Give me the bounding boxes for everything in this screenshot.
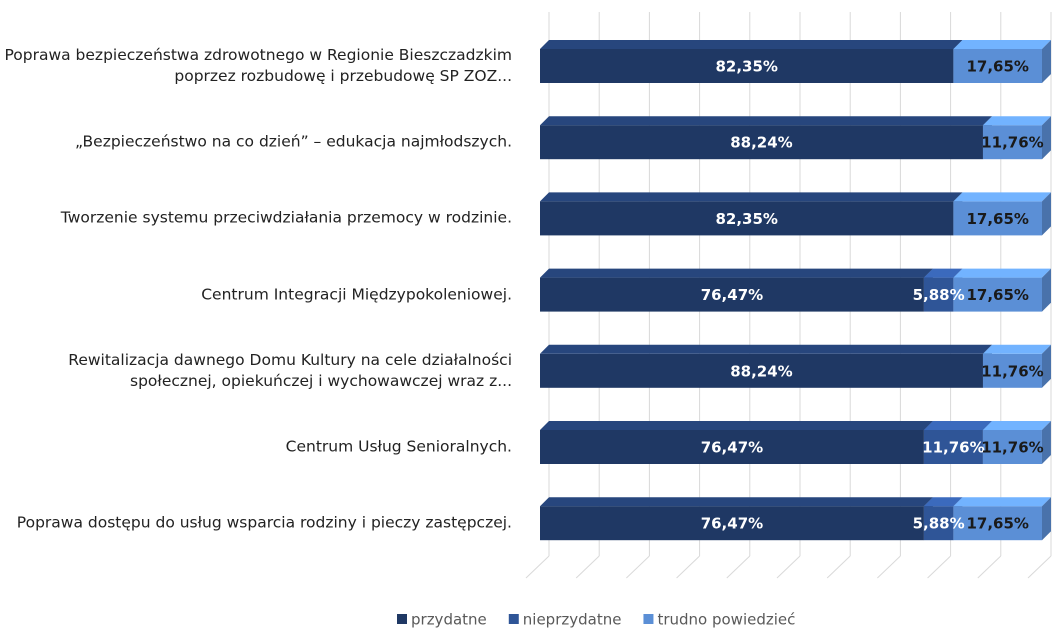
bar-segment-top <box>540 344 992 354</box>
grid-floor <box>525 555 550 579</box>
category-label: Centrum Usług Senioralnych. <box>285 437 512 456</box>
category-label: Centrum Integracji Międzypokoleniowej. <box>201 285 512 304</box>
bar-segment-top <box>982 116 1051 126</box>
bar-segment-top <box>923 268 963 278</box>
bar-segment-top <box>953 40 1051 49</box>
bar-segment-top <box>982 421 1051 430</box>
bar-segment <box>953 49 1042 83</box>
bar-segment-side <box>1041 421 1051 464</box>
bar-segment <box>540 125 983 160</box>
bar-segment <box>953 201 1042 236</box>
data-label: 17,65% <box>966 286 1028 304</box>
category-label: Rewitalizacja dawnego Domu Kultury na ce… <box>68 350 512 390</box>
data-label: 76,47% <box>701 286 763 304</box>
grid-floor <box>927 555 951 579</box>
bar-segment-side <box>1042 344 1051 388</box>
bar-segment <box>953 506 1042 541</box>
data-label: 11,76% <box>981 362 1043 380</box>
grid-floor <box>726 555 751 579</box>
bar-segment <box>982 353 1042 388</box>
category-label: Poprawa dostępu do usług wsparcia rodzin… <box>16 513 512 532</box>
grid-floor <box>626 555 650 579</box>
bar-segment-top <box>540 40 963 49</box>
bar-segment-top <box>540 116 992 126</box>
data-label: 17,65% <box>966 210 1028 228</box>
bar-segment <box>540 201 954 236</box>
bar-segment-top <box>923 497 963 507</box>
bar-segment-top <box>540 421 933 430</box>
category-label: Tworzenie systemu przeciwdziałania przem… <box>60 208 512 227</box>
bar-segment <box>953 277 1042 312</box>
legend-label: trudno powiedzieć <box>657 611 795 629</box>
bar-segment <box>540 506 924 541</box>
bar-segment-side <box>1042 192 1051 236</box>
bar-segment <box>923 506 954 541</box>
bar-segment-top <box>540 192 963 202</box>
data-label: 17,65% <box>966 515 1028 533</box>
data-label: 82,35% <box>715 58 777 76</box>
bar-segment <box>923 430 983 464</box>
legend-swatch <box>397 614 407 624</box>
bar-segment-side <box>1042 268 1051 312</box>
bar-segment-top <box>953 268 1051 278</box>
bar-segment <box>540 430 924 464</box>
bar-segment-top <box>923 421 992 430</box>
legend-label: przydatne <box>411 611 487 629</box>
data-label: 5,88% <box>913 515 965 533</box>
grid-floor <box>776 555 801 579</box>
bar-segment-top <box>540 497 933 507</box>
data-label: 11,76% <box>922 439 984 457</box>
bar-segment <box>982 430 1042 464</box>
data-label: 76,47% <box>701 515 763 533</box>
bar-segment-side <box>1042 116 1051 160</box>
bar-segment <box>540 353 983 388</box>
data-label: 5,88% <box>913 286 965 304</box>
grid-floor <box>977 555 1002 579</box>
bar-segment <box>923 277 954 312</box>
data-label: 17,65% <box>966 58 1028 76</box>
bar-segment-side <box>1042 40 1051 83</box>
grid-floor <box>1027 555 1052 579</box>
data-label: 82,35% <box>715 210 777 228</box>
grid-floor <box>575 555 600 579</box>
bar-segment-top <box>953 192 1051 202</box>
bar-segment <box>540 277 924 312</box>
bar-segment <box>982 125 1042 160</box>
category-label: Poprawa bezpieczeństwa zdrowotnego w Reg… <box>4 46 512 85</box>
grid-floor <box>826 555 851 579</box>
data-label: 88,24% <box>730 134 792 152</box>
data-label: 11,76% <box>981 134 1043 152</box>
legend-label: nieprzydatne <box>523 611 622 629</box>
legend-swatch <box>643 614 654 624</box>
grid-floor <box>877 555 901 579</box>
grid-floor <box>676 555 700 579</box>
bar-segment-top <box>982 344 1051 354</box>
legend-swatch <box>508 614 519 624</box>
category-label: „Bezpieczeństwo na co dzień” – edukacja … <box>75 132 512 151</box>
bar-segment-top <box>540 268 933 278</box>
bar-segment <box>540 49 954 83</box>
bar-segment-top <box>953 497 1051 507</box>
bar-segment-side <box>1042 497 1051 541</box>
data-label: 11,76% <box>981 439 1043 457</box>
data-label: 76,47% <box>701 439 763 457</box>
data-label: 88,24% <box>730 362 792 380</box>
